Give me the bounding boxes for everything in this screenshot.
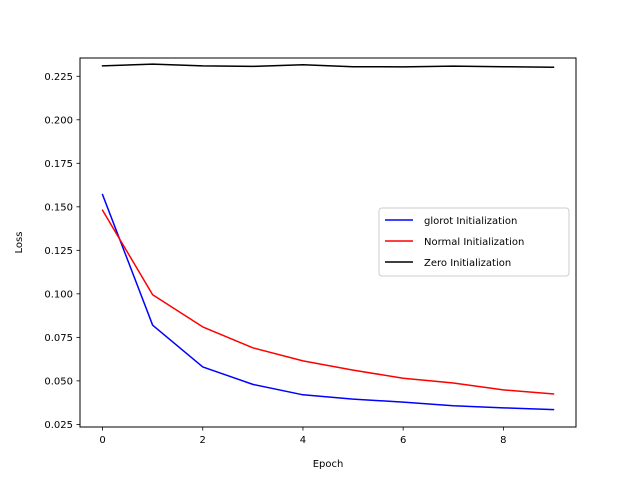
legend-label-1: Normal Initialization <box>424 237 524 248</box>
x-tick-label: 6 <box>400 435 406 446</box>
y-tick-label: 0.200 <box>44 115 73 126</box>
y-axis-label: Loss <box>14 232 25 254</box>
y-axis: 0.025 0.050 0.075 0.100 0.125 0.150 0.175 0.200… <box>44 72 80 431</box>
x-tick-label: 4 <box>300 435 306 446</box>
x-tick-label: 8 <box>500 435 506 446</box>
series-line-2 <box>101 63 555 68</box>
legend-box <box>378 207 570 277</box>
y-tick-label: 0.125 <box>44 246 73 257</box>
legend: glorot Initialization Normal Initializati… <box>378 207 570 277</box>
y-tick-label: 0.175 <box>44 159 73 170</box>
y-tick-label: 0.025 <box>44 420 73 431</box>
legend-label-0: glorot Initialization <box>424 216 517 227</box>
y-tick-label: 0.050 <box>44 376 73 387</box>
y-tick-label: 0.100 <box>44 289 73 300</box>
x-tick-label: 2 <box>200 435 206 446</box>
plot-frame <box>79 57 577 428</box>
x-axis: 0 2 4 6 8 <box>99 427 507 446</box>
x-tick-label: 0 <box>99 435 105 446</box>
series-line-0 <box>101 193 555 411</box>
y-tick-label: 0.150 <box>44 202 73 213</box>
series-line-1 <box>101 209 555 395</box>
y-tick-label: 0.225 <box>44 72 73 83</box>
series-layer <box>101 63 555 411</box>
y-tick-label: 0.075 <box>44 333 73 344</box>
legend-label-2: Zero Initialization <box>424 258 511 269</box>
x-axis-label: Epoch <box>313 459 344 470</box>
